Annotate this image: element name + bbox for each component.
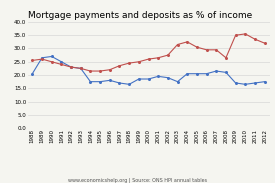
mortgage payments as % of income [40, 57, 44, 59]
deposit as % of price [234, 34, 237, 36]
mortgage payments as % of income [98, 81, 102, 83]
deposit as % of price [137, 61, 141, 63]
Line: deposit as % of price: deposit as % of price [32, 33, 265, 72]
mortgage payments as % of income [156, 75, 160, 77]
mortgage payments as % of income [147, 78, 150, 80]
deposit as % of price [263, 42, 266, 44]
Text: www.economicshelp.org | Source: ONS HPI annual tables: www.economicshelp.org | Source: ONS HPI … [68, 177, 207, 183]
mortgage payments as % of income [50, 55, 53, 57]
mortgage payments as % of income [244, 83, 247, 85]
deposit as % of price [176, 43, 179, 46]
mortgage payments as % of income [205, 73, 208, 75]
deposit as % of price [69, 66, 73, 68]
Line: mortgage payments as % of income: mortgage payments as % of income [32, 56, 265, 85]
mortgage payments as % of income [224, 71, 228, 74]
mortgage payments as % of income [128, 83, 131, 85]
mortgage payments as % of income [60, 61, 63, 63]
deposit as % of price [118, 65, 121, 67]
mortgage payments as % of income [31, 73, 34, 75]
deposit as % of price [166, 54, 169, 56]
mortgage payments as % of income [176, 81, 179, 83]
deposit as % of price [195, 46, 199, 48]
deposit as % of price [253, 38, 257, 40]
deposit as % of price [156, 57, 160, 59]
mortgage payments as % of income [234, 82, 237, 84]
mortgage payments as % of income [214, 70, 218, 72]
mortgage payments as % of income [79, 67, 82, 70]
deposit as % of price [79, 67, 82, 70]
deposit as % of price [128, 62, 131, 64]
deposit as % of price [31, 59, 34, 61]
deposit as % of price [60, 63, 63, 66]
mortgage payments as % of income [253, 82, 257, 84]
deposit as % of price [147, 58, 150, 60]
deposit as % of price [108, 69, 111, 71]
mortgage payments as % of income [108, 79, 111, 81]
mortgage payments as % of income [195, 73, 199, 75]
deposit as % of price [205, 49, 208, 51]
mortgage payments as % of income [166, 77, 169, 79]
mortgage payments as % of income [137, 78, 141, 80]
deposit as % of price [214, 49, 218, 51]
deposit as % of price [244, 33, 247, 35]
deposit as % of price [50, 61, 53, 63]
deposit as % of price [98, 70, 102, 72]
mortgage payments as % of income [69, 66, 73, 68]
deposit as % of price [224, 57, 228, 59]
Text: Mortgage payments and deposits as % of income: Mortgage payments and deposits as % of i… [28, 11, 252, 20]
deposit as % of price [186, 41, 189, 43]
deposit as % of price [40, 58, 44, 60]
deposit as % of price [89, 70, 92, 72]
mortgage payments as % of income [263, 81, 266, 83]
mortgage payments as % of income [118, 82, 121, 84]
mortgage payments as % of income [186, 73, 189, 75]
mortgage payments as % of income [89, 81, 92, 83]
